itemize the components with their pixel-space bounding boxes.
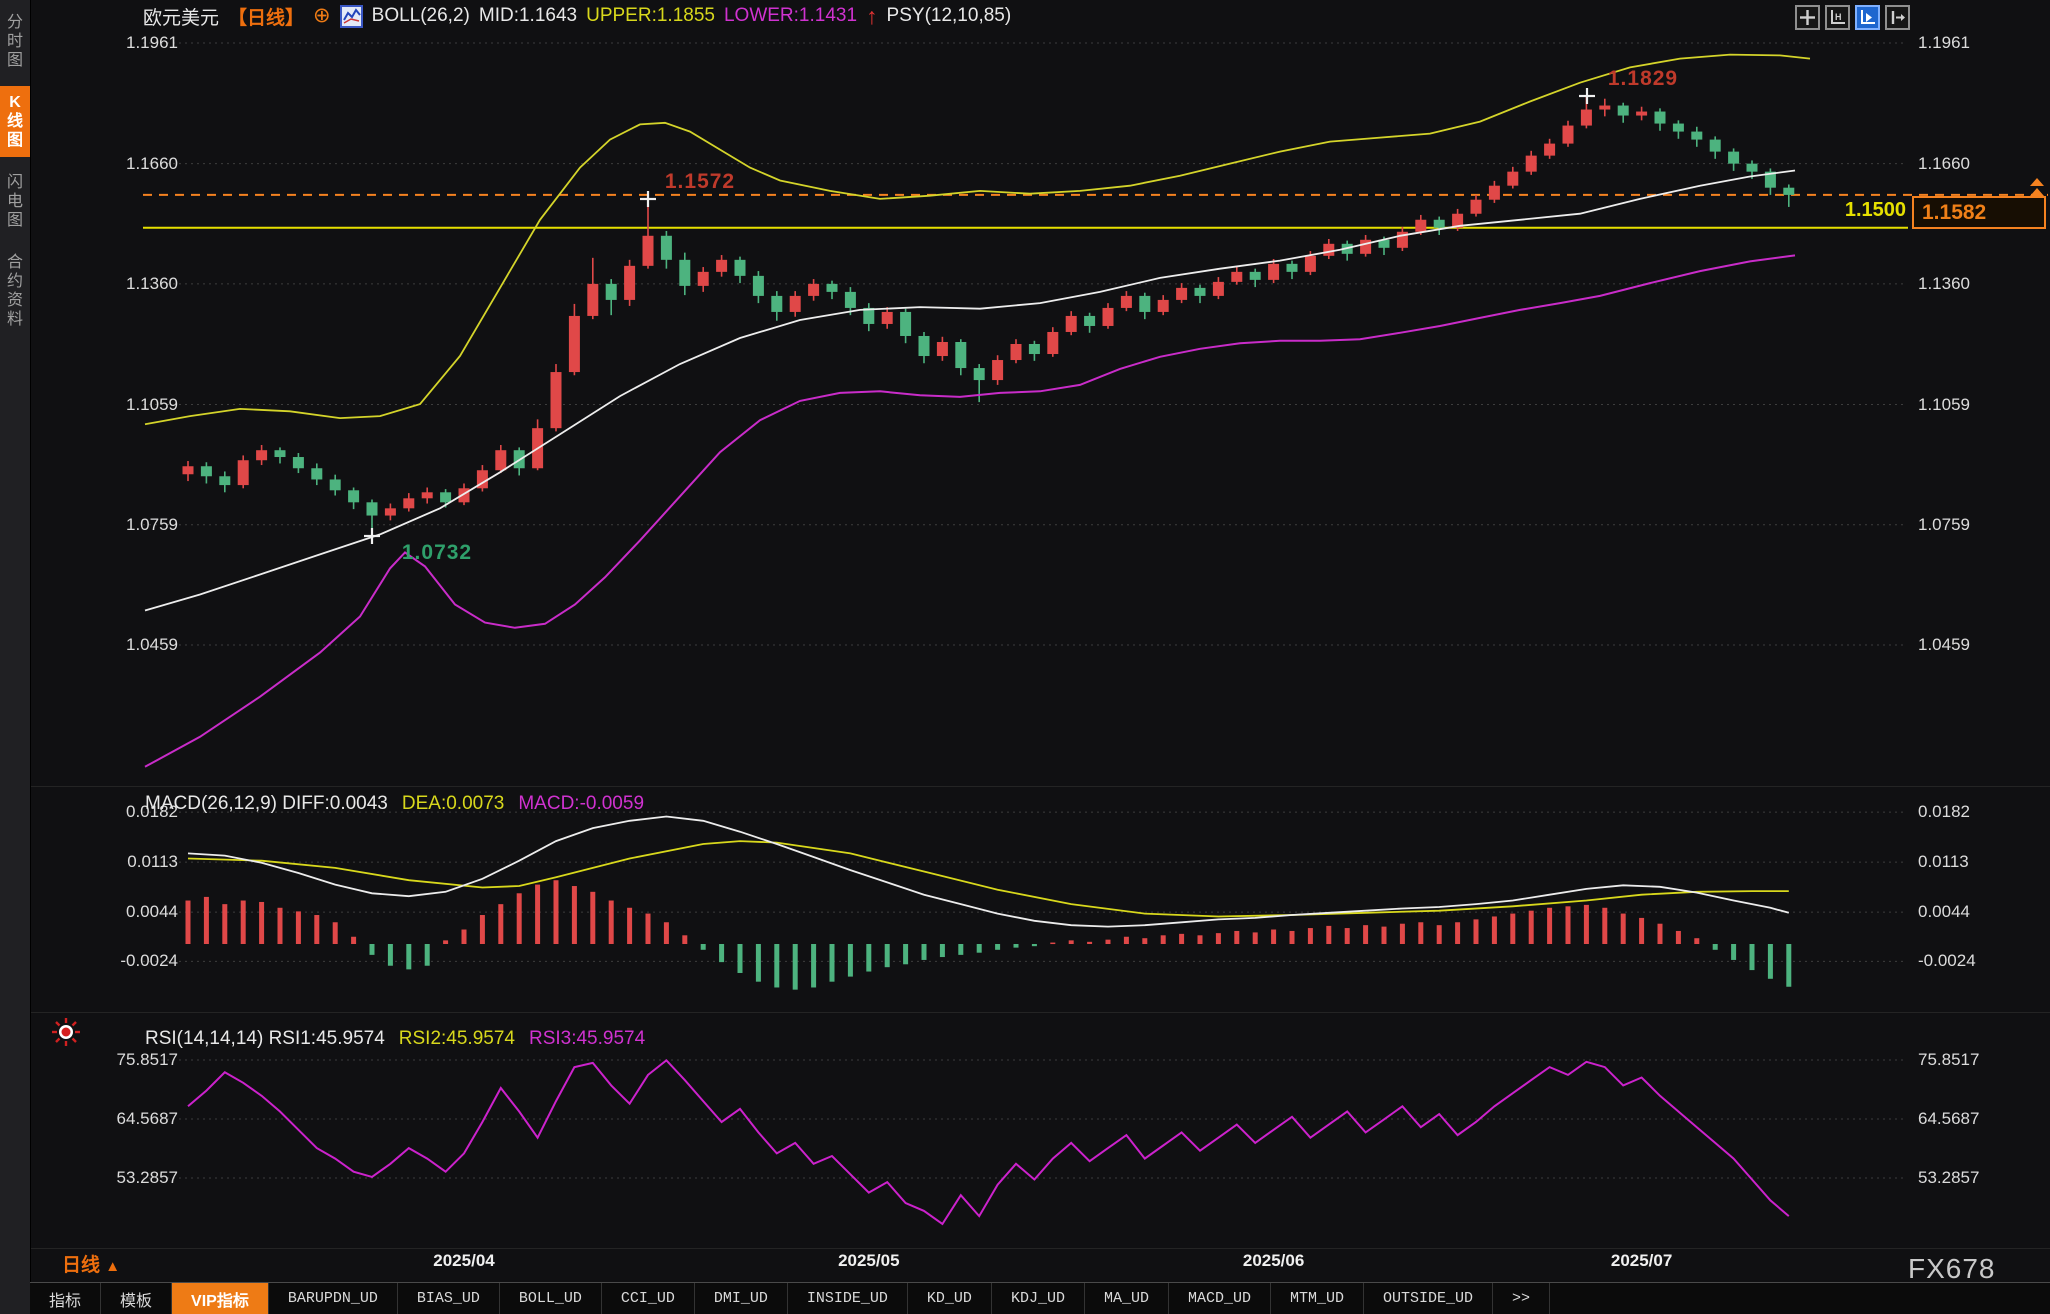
last-price-value: 1.1582 xyxy=(1922,200,1987,224)
main-ytick-right: 1.1059 xyxy=(1918,394,1970,414)
period-tag[interactable]: 【日线】 xyxy=(228,7,305,29)
period-label: 日线 xyxy=(62,1255,101,1276)
chart-toolbar: H xyxy=(1795,5,1910,30)
macd-dea-label: DEA:0.0073 xyxy=(401,793,505,814)
rsi1-label: RSI(14,14,14) RSI1:45.9574 xyxy=(145,1028,385,1049)
indicator-tabbar: 指标 模板 VIP指标 BARUPDN_UD BIAS_UD BOLL_UD CCI_UD D… xyxy=(30,1282,2050,1314)
rsi2-label: RSI2:45.9574 xyxy=(398,1028,515,1049)
macd-ytick-right: 0.0113 xyxy=(1918,852,1969,872)
main-ytick-right: 1.1961 xyxy=(1918,33,1970,52)
xaxis-label-2025/07: 2025/07 xyxy=(1610,1251,1673,1270)
sidebar-item-2[interactable]: 闪电图 xyxy=(6,174,23,229)
rsi-header: RSI(14,14,14) RSI1:45.9574 RSI2:45.9574 … xyxy=(145,1028,645,1050)
boll-mid-value: MID:1.1643 xyxy=(478,5,578,26)
rsi-ytick-right: 53.2857 xyxy=(1918,1168,1980,1188)
main-ytick-left: 1.1059 xyxy=(126,394,178,414)
panel-divider xyxy=(30,1248,2050,1249)
panel-divider xyxy=(30,1012,2050,1013)
tab-BOLL_UD[interactable]: BOLL_UD xyxy=(500,1283,602,1314)
main-ytick-right: 1.1360 xyxy=(1918,273,1970,293)
rsi-ytick-right: 75.8517 xyxy=(1918,1050,1980,1069)
main-ytick-left: 1.0759 xyxy=(126,514,178,534)
tab-OUTSIDE_UD[interactable]: OUTSIDE_UD xyxy=(1364,1283,1494,1314)
tab-KD_UD[interactable]: KD_UD xyxy=(908,1283,992,1314)
tab-指标[interactable]: 指标 xyxy=(30,1283,102,1314)
boll-upper-value: UPPER:1.1855 xyxy=(586,5,715,26)
main-ytick-left: 1.1660 xyxy=(126,153,178,173)
main-ytick-left: 1.1360 xyxy=(126,273,178,293)
main-ytick-right: 1.1660 xyxy=(1918,153,1970,173)
circle-plus-icon[interactable]: ⊕ xyxy=(313,4,331,27)
panel-divider xyxy=(30,786,2050,787)
main-ytick-left: 1.1961 xyxy=(126,33,178,52)
sidebar-item-0[interactable]: 分时图 xyxy=(6,14,23,69)
macd-hist-label: MACD:-0.0059 xyxy=(518,793,645,814)
tab-模板[interactable]: 模板 xyxy=(101,1283,173,1314)
macd-ytick-right: 0.0182 xyxy=(1918,802,1970,822)
boll-lower-value: LOWER:1.1431 xyxy=(723,5,858,26)
xaxis-label-2025/06: 2025/06 xyxy=(1242,1251,1305,1270)
tab-MTM_UD[interactable]: MTM_UD xyxy=(1271,1283,1364,1314)
tab-KDJ_UD[interactable]: KDJ_UD xyxy=(992,1283,1085,1314)
rsi-ytick-left: 64.5687 xyxy=(116,1109,178,1128)
macd-ytick-right: -0.0024 xyxy=(1918,951,1976,971)
tab-DMI_UD[interactable]: DMI_UD xyxy=(695,1283,788,1314)
tab-BIAS_UD[interactable]: BIAS_UD xyxy=(398,1283,500,1314)
chart-type-icon[interactable] xyxy=(339,4,363,28)
triangle-up-icon: ▲ xyxy=(105,1258,121,1275)
pan-icon[interactable] xyxy=(1795,5,1820,30)
chart-header: 欧元美元 【日线】 ⊕ BOLL(26,2) MID:1.1643 UPPER:… xyxy=(143,2,1011,30)
tab-BARUPDN_UD[interactable]: BARUPDN_UD xyxy=(269,1283,398,1314)
tab-MACD_UD[interactable]: MACD_UD xyxy=(1169,1283,1271,1314)
main-ytick-right: 1.0759 xyxy=(1918,514,1970,534)
rsi-ytick-left: 53.2857 xyxy=(116,1168,178,1188)
symbol-name: 欧元美元 xyxy=(143,7,220,29)
period-selector[interactable]: 日线 ▲ xyxy=(62,1250,120,1277)
up-arrow-icon: ↑ xyxy=(866,3,878,29)
indicator-name: BOLL(26,2) xyxy=(371,5,470,26)
tab-MA_UD[interactable]: MA_UD xyxy=(1085,1283,1169,1314)
rsi3-label: RSI3:45.9574 xyxy=(528,1028,646,1049)
xaxis-label-2025/04: 2025/04 xyxy=(433,1251,495,1270)
axis-scale-icon[interactable]: H xyxy=(1825,5,1850,30)
price-annotation-1.0732: 1.0732 xyxy=(401,541,473,564)
tabbar-spacer xyxy=(1550,1283,2050,1314)
macd-ytick-left: 0.0182 xyxy=(126,802,178,822)
macd-header: MACD(26,12,9) DIFF:0.0043 DEA:0.0073 MAC… xyxy=(145,793,644,815)
main-ytick-right: 1.0459 xyxy=(1918,635,1970,654)
live-indicator-icon[interactable] xyxy=(50,1016,82,1053)
macd-ytick-right: 0.0044 xyxy=(1918,902,1970,922)
jump-to-latest-icon[interactable] xyxy=(1885,5,1910,30)
xaxis-label-2025/05: 2025/05 xyxy=(838,1251,900,1270)
macd-diff-label: MACD(26,12,9) DIFF:0.0043 xyxy=(145,793,388,814)
tab-VIP指标[interactable]: VIP指标 xyxy=(172,1283,269,1314)
macd-ytick-left: 0.0044 xyxy=(126,902,178,922)
svg-text:H: H xyxy=(1835,12,1842,22)
price-annotation-1.1829: 1.1829 xyxy=(1607,67,1679,90)
price-annotation-1.1572: 1.1572 xyxy=(664,170,736,193)
watermark: FX678 xyxy=(1908,1253,1996,1284)
rsi-ytick-right: 64.5687 xyxy=(1918,1109,1980,1128)
last-price-box: 1.1582 xyxy=(1912,196,2046,229)
hline-price-label: 1.1500 xyxy=(1844,199,1906,221)
tab-INSIDE_UD[interactable]: INSIDE_UD xyxy=(788,1283,908,1314)
psy-indicator-label: PSY(12,10,85) xyxy=(886,5,1012,26)
main-ytick-left: 1.0459 xyxy=(126,635,178,654)
tab->>[interactable]: >> xyxy=(1493,1283,1551,1314)
macd-ytick-left: 0.0113 xyxy=(127,852,178,872)
sidebar-item-3[interactable]: 合约资料 xyxy=(6,254,23,328)
tab-CCI_UD[interactable]: CCI_UD xyxy=(602,1283,695,1314)
auto-play-icon[interactable] xyxy=(1855,5,1880,30)
rsi-ytick-left: 75.8517 xyxy=(116,1050,178,1069)
macd-ytick-left: -0.0024 xyxy=(120,951,178,971)
